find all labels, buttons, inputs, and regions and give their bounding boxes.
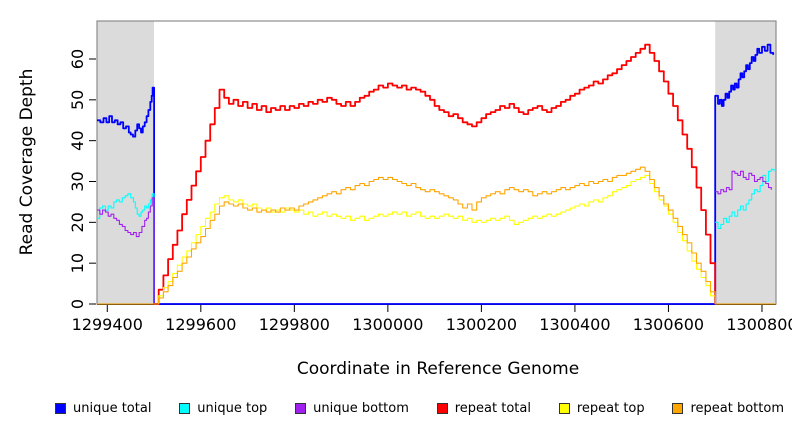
- legend-item-repeat-total: repeat total: [436, 400, 531, 416]
- legend-label: repeat top: [576, 400, 645, 416]
- series-repeat-top: [154, 174, 716, 305]
- legend-swatch-unique-top: [179, 402, 191, 414]
- legend-swatch-unique-total: [55, 402, 66, 414]
- y-axis-title: Read Coverage Depth: [17, 69, 37, 256]
- y-tick-label: 10: [68, 253, 87, 273]
- x-tick-label: 1299400: [72, 315, 143, 334]
- series-unique-bottom: [97, 197, 155, 304]
- legend-item-unique-total: unique total: [55, 401, 151, 416]
- x-tick-label: 1300200: [446, 315, 517, 334]
- legend-item-unique-top: unique top: [179, 401, 267, 416]
- series-repeat-bottom: [97, 166, 776, 305]
- data-series: [97, 43, 776, 305]
- x-tick-label: 1300000: [352, 315, 423, 334]
- y-tick-label: 30: [68, 171, 87, 191]
- shaded-regions: [97, 21, 776, 304]
- series-unique-top: [715, 168, 775, 230]
- legend-label: unique total: [73, 400, 152, 416]
- shaded-region: [715, 21, 776, 304]
- series-unique-top: [97, 193, 155, 304]
- series-repeat-total: [154, 43, 717, 305]
- x-axis-title: Coordinate in Reference Genome: [297, 359, 579, 379]
- legend-swatch-repeat-total: [436, 402, 448, 414]
- plot-border: [96, 20, 777, 305]
- x-tick-label: 1299800: [259, 315, 330, 334]
- y-tick-label: 40: [68, 130, 87, 150]
- legend-swatch-repeat-top: [558, 402, 570, 414]
- x-tick-label: 1300800: [726, 315, 792, 334]
- legend-label: unique top: [197, 400, 268, 416]
- legend-label: repeat bottom: [690, 400, 784, 416]
- series-unique-total: [97, 43, 775, 305]
- legend-label: unique bottom: [313, 400, 409, 416]
- legend-item-unique-bottom: unique bottom: [295, 401, 409, 416]
- x-tick-label: 1299600: [165, 315, 236, 334]
- plot-frame: [96, 20, 777, 305]
- legend-item-repeat-top: repeat top: [558, 400, 645, 416]
- y-tick-label: 0: [68, 299, 87, 309]
- legend: unique total unique top unique bottom repea…: [55, 396, 784, 420]
- x-tick-label: 1300600: [633, 315, 704, 334]
- series-unique-bottom: [715, 170, 772, 195]
- legend-swatch-unique-bottom: [295, 402, 307, 414]
- legend-item-repeat-bottom: repeat bottom: [672, 401, 784, 416]
- x-tick-label: 1300400: [539, 315, 610, 334]
- y-tick-label: 50: [68, 90, 87, 110]
- axes: 1299400 1299600 1299800 1300000 1300200 13004…: [68, 49, 792, 334]
- legend-swatch-repeat-bottom: [672, 402, 684, 414]
- shaded-region: [97, 21, 155, 304]
- legend-label: repeat total: [454, 400, 531, 416]
- y-tick-label: 60: [68, 49, 87, 69]
- y-tick-label: 20: [68, 212, 87, 232]
